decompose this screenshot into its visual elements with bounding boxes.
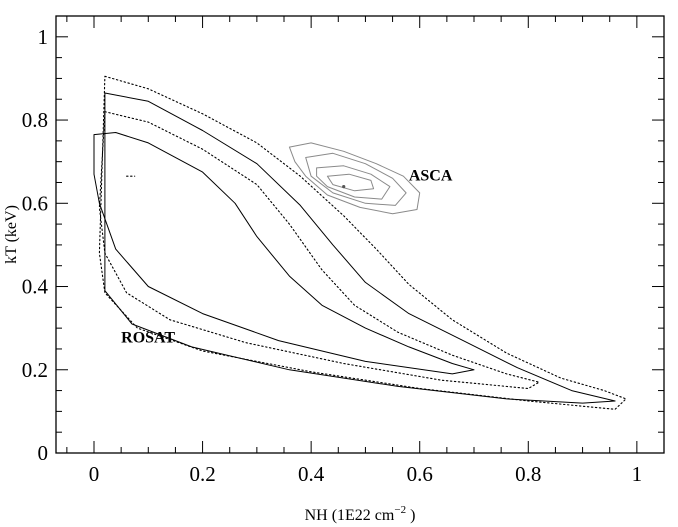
rosat-label: ROSAT: [121, 330, 175, 347]
x-axis-title: NH (1E22 cm−2 ): [305, 504, 416, 524]
x-tick-label: 0: [89, 462, 100, 486]
y-tick-label: 0.8: [22, 108, 48, 132]
asca-contour-6: [288, 142, 421, 215]
x-tick-label: 1: [632, 462, 643, 486]
asca-contour-9: [326, 173, 375, 192]
y-tick-label: 0: [38, 441, 49, 465]
plot-frame: [55, 15, 665, 454]
best-fit-marker: [342, 185, 346, 189]
annotations-layer: ASCA ROSAT: [121, 167, 453, 346]
y-tick-label: 0.4: [22, 275, 49, 299]
rosat-contour-2: [104, 92, 616, 404]
x-tick-label: 0.8: [515, 462, 541, 486]
x-axis-title-sup: −2: [394, 504, 406, 516]
y-tick-label: 1: [38, 25, 49, 49]
rosat-contour-4: [93, 132, 475, 375]
asca-contour-7: [305, 152, 407, 206]
x-tick-label: 0.2: [189, 462, 215, 486]
y-tick-label: 0.2: [22, 358, 48, 382]
ticks-layer: [56, 15, 665, 454]
y-tick-label: 0.6: [22, 191, 48, 215]
x-tick-label: 0.6: [407, 462, 433, 486]
x-axis-title-tail: ): [406, 507, 415, 524]
marker-layer: [342, 185, 346, 189]
rosat-contour-3: [98, 111, 540, 390]
y-axis-title: kT (keV): [3, 205, 20, 264]
asca-label: ASCA: [409, 167, 453, 184]
x-tick-label: 0.4: [298, 462, 325, 486]
tick-labels: 0 0.2 0.4 0.6 0.8 1 0 0.2 0.4 0.6 0.8 1: [22, 25, 642, 486]
contours-layer: [93, 75, 627, 410]
asca-contour-8: [316, 165, 391, 200]
rosat-contour-1: [98, 75, 627, 410]
x-axis-title-main: NH (1E22 cm: [305, 507, 395, 524]
